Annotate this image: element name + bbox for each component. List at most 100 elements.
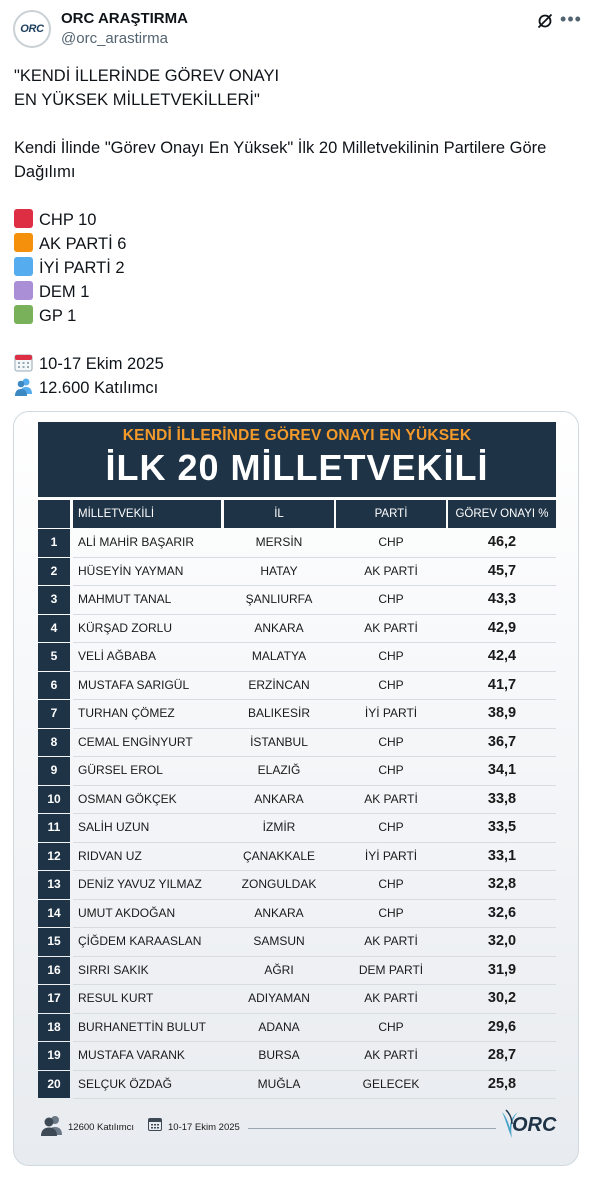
row-province: MERSİN bbox=[255, 535, 303, 549]
row-approval-value: 33,5 bbox=[487, 819, 517, 835]
tweet-description: Kendi İlinde "Görev Onayı En Yüksek" İlk… bbox=[14, 139, 547, 181]
row-party: AK PARTİ bbox=[364, 934, 418, 948]
table-row: 2 HÜSEYİN YAYMAN HATAY AK PARTİ 45,7 bbox=[38, 557, 556, 587]
table-row: 3 MAHMUT TANAL ŞANLIURFA CHP 43,3 bbox=[38, 586, 556, 615]
row-rank: 1 bbox=[38, 529, 70, 557]
row-rank: 2 bbox=[38, 557, 70, 585]
row-approval-value: 29,6 bbox=[487, 1018, 517, 1035]
table-row: 9 GÜRSEL EROL ELAZIĞ CHP 34,1 bbox=[38, 757, 556, 786]
party-count-gp: GP 1 bbox=[14, 304, 586, 328]
row-province: HATAY bbox=[260, 563, 298, 578]
row-deputy-name: KÜRŞAD ZORLU bbox=[78, 620, 173, 635]
row-party: İYİ PARTİ bbox=[364, 848, 418, 863]
row-province: ADANA bbox=[258, 1019, 300, 1034]
grok-icon[interactable] bbox=[536, 12, 554, 30]
table-row: 8 CEMAL ENGİNYURT İSTANBUL CHP 36,7 bbox=[38, 728, 556, 758]
table-row: 19 MUSTAFA VARANK BURSA AK PARTİ 28,7 bbox=[38, 1042, 556, 1071]
column-header-party: PARTİ bbox=[336, 500, 446, 528]
row-party: DEM PARTİ bbox=[358, 962, 424, 977]
tweet-text: "KENDİ İLLERİNDE GÖREV ONAYI EN YÜKSEK M… bbox=[14, 64, 586, 400]
row-rank: 3 bbox=[38, 586, 70, 614]
row-rank: 11 bbox=[38, 814, 70, 842]
party-count-iyi: İYİ PARTİ 2 bbox=[14, 256, 586, 280]
row-province: BURSA bbox=[258, 1048, 300, 1062]
party-count-chp: CHP 10 bbox=[14, 208, 586, 232]
row-approval-value: 42,9 bbox=[487, 619, 517, 636]
row-rank: 7 bbox=[38, 700, 70, 728]
row-province: ERZİNCAN bbox=[248, 677, 310, 692]
footer-participants: 12600 Katılımcı bbox=[68, 1122, 135, 1133]
person-icon bbox=[41, 1116, 62, 1136]
row-party: GELECEK bbox=[362, 1076, 420, 1091]
row-approval-value: 30,2 bbox=[487, 990, 517, 1006]
row-deputy-name: SIRRI SAKIK bbox=[78, 962, 149, 977]
row-approval-value: 36,7 bbox=[487, 733, 517, 750]
table-row: 1 ALİ MAHİR BAŞARIR MERSİN CHP 46,2 bbox=[38, 529, 556, 558]
footer-divider bbox=[248, 1128, 496, 1129]
people-icon bbox=[15, 378, 32, 396]
table-row: 14 UMUT AKDOĞAN ANKARA CHP 32,6 bbox=[38, 899, 556, 929]
row-province: ÇANAKKALE bbox=[242, 848, 316, 863]
purple-square-icon bbox=[14, 281, 33, 300]
row-deputy-name: GÜRSEL EROL bbox=[78, 763, 163, 777]
row-rank: 14 bbox=[38, 899, 70, 927]
row-party: AK PARTİ bbox=[364, 991, 418, 1005]
table-row: 11 SALİH UZUN İZMİR CHP 33,5 bbox=[38, 814, 556, 843]
calendar-icon bbox=[148, 1118, 162, 1131]
row-deputy-name: BURHANETTİN BULUT bbox=[78, 1019, 207, 1034]
more-options-icon[interactable]: ••• bbox=[560, 9, 582, 29]
row-rank: 16 bbox=[38, 956, 70, 984]
row-province: ANKARA bbox=[254, 791, 304, 806]
row-approval-value: 28,7 bbox=[487, 1047, 517, 1063]
table-row: 15 ÇİĞDEM KARAASLAN SAMSUN AK PARTİ 32,0 bbox=[38, 928, 556, 957]
row-approval-value: 33,1 bbox=[487, 847, 517, 864]
attached-image[interactable]: KENDİ İLLERİNDE GÖREV ONAYI EN YÜKSEK İL… bbox=[13, 411, 579, 1166]
red-square-icon bbox=[14, 209, 33, 228]
row-province: MUĞLA bbox=[257, 1076, 301, 1091]
participants-line: 12.600 Katılımcı bbox=[14, 376, 586, 400]
row-province: BALIKESİR bbox=[247, 706, 311, 720]
date-line: 10-17 Ekim 2025 bbox=[14, 352, 586, 376]
row-province: ELAZIĞ bbox=[257, 763, 301, 777]
author-name[interactable]: ORC ARAŞTIRMA bbox=[61, 10, 188, 27]
table-row: 17 RESUL KURT ADIYAMAN AK PARTİ 30,2 bbox=[38, 985, 556, 1014]
row-approval-value: 38,9 bbox=[487, 705, 517, 721]
row-province: ADIYAMAN bbox=[248, 991, 310, 1005]
row-deputy-name: ALİ MAHİR BAŞARIR bbox=[78, 535, 195, 549]
table-row: 6 MUSTAFA SARIGÜL ERZİNCAN CHP 41,7 bbox=[38, 671, 556, 701]
row-deputy-name: SALİH UZUN bbox=[78, 820, 150, 834]
row-rank: 15 bbox=[38, 928, 70, 956]
row-party: İYİ PARTİ bbox=[364, 706, 418, 720]
column-header-rank bbox=[38, 500, 70, 528]
row-deputy-name: MUSTAFA SARIGÜL bbox=[78, 677, 190, 692]
row-deputy-name: VELİ AĞBABA bbox=[78, 649, 157, 663]
author-handle[interactable]: @orc_arastirma bbox=[61, 30, 168, 47]
table-footer: 12600 Katılımcı 10-17 Ekim 2025 ORC bbox=[38, 1109, 556, 1152]
table-row: 5 VELİ AĞBABA MALATYA CHP 42,4 bbox=[38, 643, 556, 672]
table-row: 16 SIRRI SAKIK AĞRI DEM PARTİ 31,9 bbox=[38, 956, 556, 986]
row-province: ZONGULDAK bbox=[241, 877, 317, 891]
row-rank: 19 bbox=[38, 1042, 70, 1070]
table-title: İLK 20 MİLLETVEKİLİ bbox=[105, 447, 489, 488]
tweet-title-line-1: "KENDİ İLLERİNDE GÖREV ONAYI bbox=[14, 67, 280, 85]
row-province: ŞANLIURFA bbox=[245, 592, 313, 606]
row-approval-value: 25,8 bbox=[487, 1075, 517, 1092]
row-rank: 6 bbox=[38, 671, 70, 699]
table-row: 12 RIDVAN UZ ÇANAKKALE İYİ PARTİ 33,1 bbox=[38, 842, 556, 872]
footer-date: 10-17 Ekim 2025 bbox=[168, 1122, 240, 1133]
table-row: 7 TURHAN ÇÖMEZ BALIKESİR İYİ PARTİ 38,9 bbox=[38, 700, 556, 729]
column-header-name: MİLLETVEKİLİ bbox=[73, 500, 221, 528]
row-approval-value: 46,2 bbox=[487, 534, 517, 550]
row-party: CHP bbox=[378, 820, 404, 834]
row-party: AK PARTİ bbox=[364, 1048, 418, 1062]
row-province: SAMSUN bbox=[253, 934, 305, 948]
approval-table: 1 ALİ MAHİR BAŞARIR MERSİN CHP 46,2 2 HÜSEYİN … bbox=[38, 529, 556, 1099]
row-rank: 18 bbox=[38, 1013, 70, 1041]
row-party: CHP bbox=[378, 905, 404, 920]
row-province: ANKARA bbox=[254, 620, 304, 635]
row-province: İZMİR bbox=[262, 820, 296, 834]
table-row: 18 BURHANETTİN BULUT ADANA CHP 29,6 bbox=[38, 1013, 556, 1043]
avatar[interactable]: ORC bbox=[13, 10, 51, 48]
row-rank: 4 bbox=[38, 614, 70, 642]
row-party: CHP bbox=[378, 734, 404, 749]
